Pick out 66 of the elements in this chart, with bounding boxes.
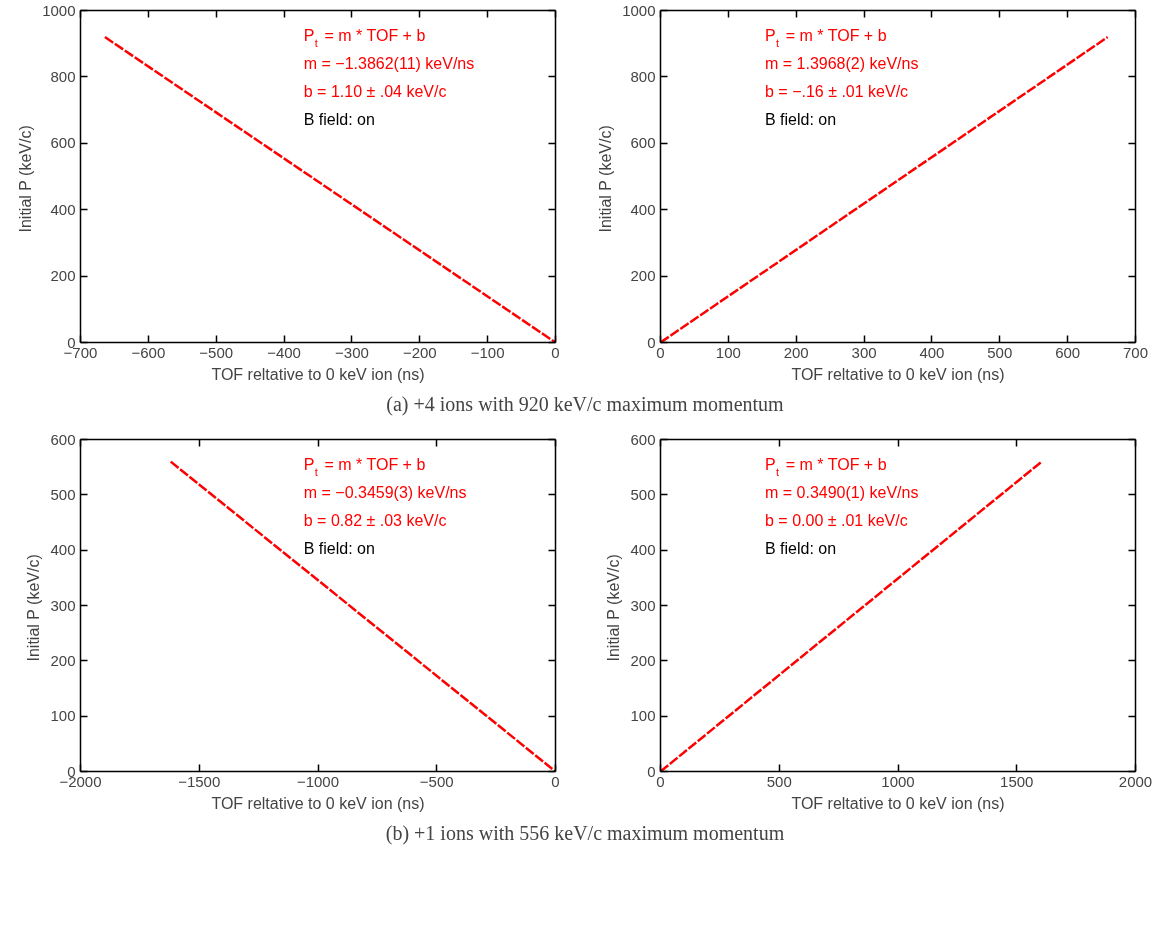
y-tick-label: 800 bbox=[630, 67, 656, 85]
text: (a) +4 ions with 920 keV/c maximum momentum bbox=[386, 392, 784, 418]
y-axis-title: Initial P (keV/c) bbox=[597, 125, 615, 233]
x-tick-label: 1500 bbox=[1000, 772, 1034, 790]
x-tick-label: 500 bbox=[766, 772, 792, 790]
y-tick-label: 200 bbox=[50, 267, 76, 285]
x-tick-label: 100 bbox=[715, 343, 741, 361]
y-axis-title: Initial P (keV/c) bbox=[605, 554, 623, 662]
y-tick-label: 600 bbox=[50, 134, 76, 152]
y-tick-label: 200 bbox=[630, 267, 656, 285]
x-tick-label: 2000 bbox=[1118, 772, 1153, 790]
y-tick-label: 500 bbox=[50, 485, 76, 503]
x-tick-label: −100 bbox=[470, 343, 505, 361]
x-tick-label: −400 bbox=[267, 343, 301, 361]
x-tick-label: 200 bbox=[783, 343, 809, 361]
y-tick-label: 400 bbox=[50, 541, 76, 559]
y-tick-label: 1000 bbox=[622, 1, 656, 19]
y-axis-title: Initial P (keV/c) bbox=[25, 554, 43, 662]
x-axis-title: TOF reltative to 0 keV ion (ns) bbox=[791, 794, 1005, 812]
x-tick-label: 0 bbox=[551, 343, 560, 361]
y-tick-label: 300 bbox=[50, 596, 76, 614]
x-tick-label: −1000 bbox=[296, 772, 340, 790]
annotation: B field: on bbox=[765, 111, 837, 129]
y-tick-label: 500 bbox=[630, 485, 656, 503]
y-tick-label: 300 bbox=[630, 596, 656, 614]
x-tick-label: −1500 bbox=[178, 772, 221, 790]
x-axis-title: TOF reltative to 0 keV ion (ns) bbox=[211, 365, 425, 383]
annotation: m = −0.3459(3) keV/ns bbox=[303, 483, 467, 501]
y-tick-label: 1000 bbox=[42, 1, 76, 19]
annotation: b = 1.10 ± .04 keV/c bbox=[303, 83, 447, 101]
x-tick-label: 700 bbox=[1122, 343, 1149, 361]
y-axis-title: Initial P (keV/c) bbox=[17, 125, 35, 233]
y-tick-label: 400 bbox=[630, 200, 656, 218]
x-tick-label: 1000 bbox=[881, 772, 915, 790]
y-tick-label: 600 bbox=[630, 430, 656, 448]
x-tick-label: 400 bbox=[919, 343, 945, 361]
x-tick-label: −200 bbox=[402, 343, 437, 361]
y-tick-label: 600 bbox=[50, 430, 76, 448]
annotation: b = 0.00 ± .01 keV/c bbox=[765, 512, 908, 530]
y-tick-label: 200 bbox=[50, 651, 76, 669]
x-axis-title: TOF reltative to 0 keV ion (ns) bbox=[791, 365, 1005, 383]
annotation: B field: on bbox=[303, 540, 375, 558]
y-tick-label: 800 bbox=[50, 67, 76, 85]
x-tick-label: 300 bbox=[851, 343, 877, 361]
y-tick-label: 400 bbox=[630, 541, 656, 559]
annotation: m = 0.3490(1) keV/ns bbox=[765, 483, 919, 501]
x-tick-label: −600 bbox=[131, 343, 166, 361]
x-axis-title: TOF reltative to 0 keV ion (ns) bbox=[211, 794, 425, 812]
y-tick-label: 400 bbox=[50, 200, 76, 218]
x-tick-label: 500 bbox=[987, 343, 1013, 361]
y-tick-label: 200 bbox=[630, 651, 656, 669]
annotation: b = 0.82 ± .03 keV/c bbox=[303, 512, 447, 530]
annotation: B field: on bbox=[765, 540, 837, 558]
x-tick-label: 600 bbox=[1055, 343, 1081, 361]
y-tick-label: 600 bbox=[630, 134, 656, 152]
x-tick-label: −500 bbox=[419, 772, 454, 790]
x-tick-label: −500 bbox=[199, 343, 234, 361]
annotation: m = −1.3862(11) keV/ns bbox=[303, 54, 475, 72]
x-tick-label: 0 bbox=[551, 772, 560, 790]
y-tick-label: 100 bbox=[630, 707, 656, 725]
x-tick-label: −300 bbox=[335, 343, 369, 361]
y-tick-label: 100 bbox=[50, 707, 76, 725]
annotation: b = −.16 ± .01 keV/c bbox=[765, 83, 909, 101]
annotation: B field: on bbox=[303, 111, 375, 129]
text: (b) +1 ions with 556 keV/c maximum momentum bbox=[385, 821, 785, 847]
annotation: m = 1.3968(2) keV/ns bbox=[765, 54, 919, 72]
